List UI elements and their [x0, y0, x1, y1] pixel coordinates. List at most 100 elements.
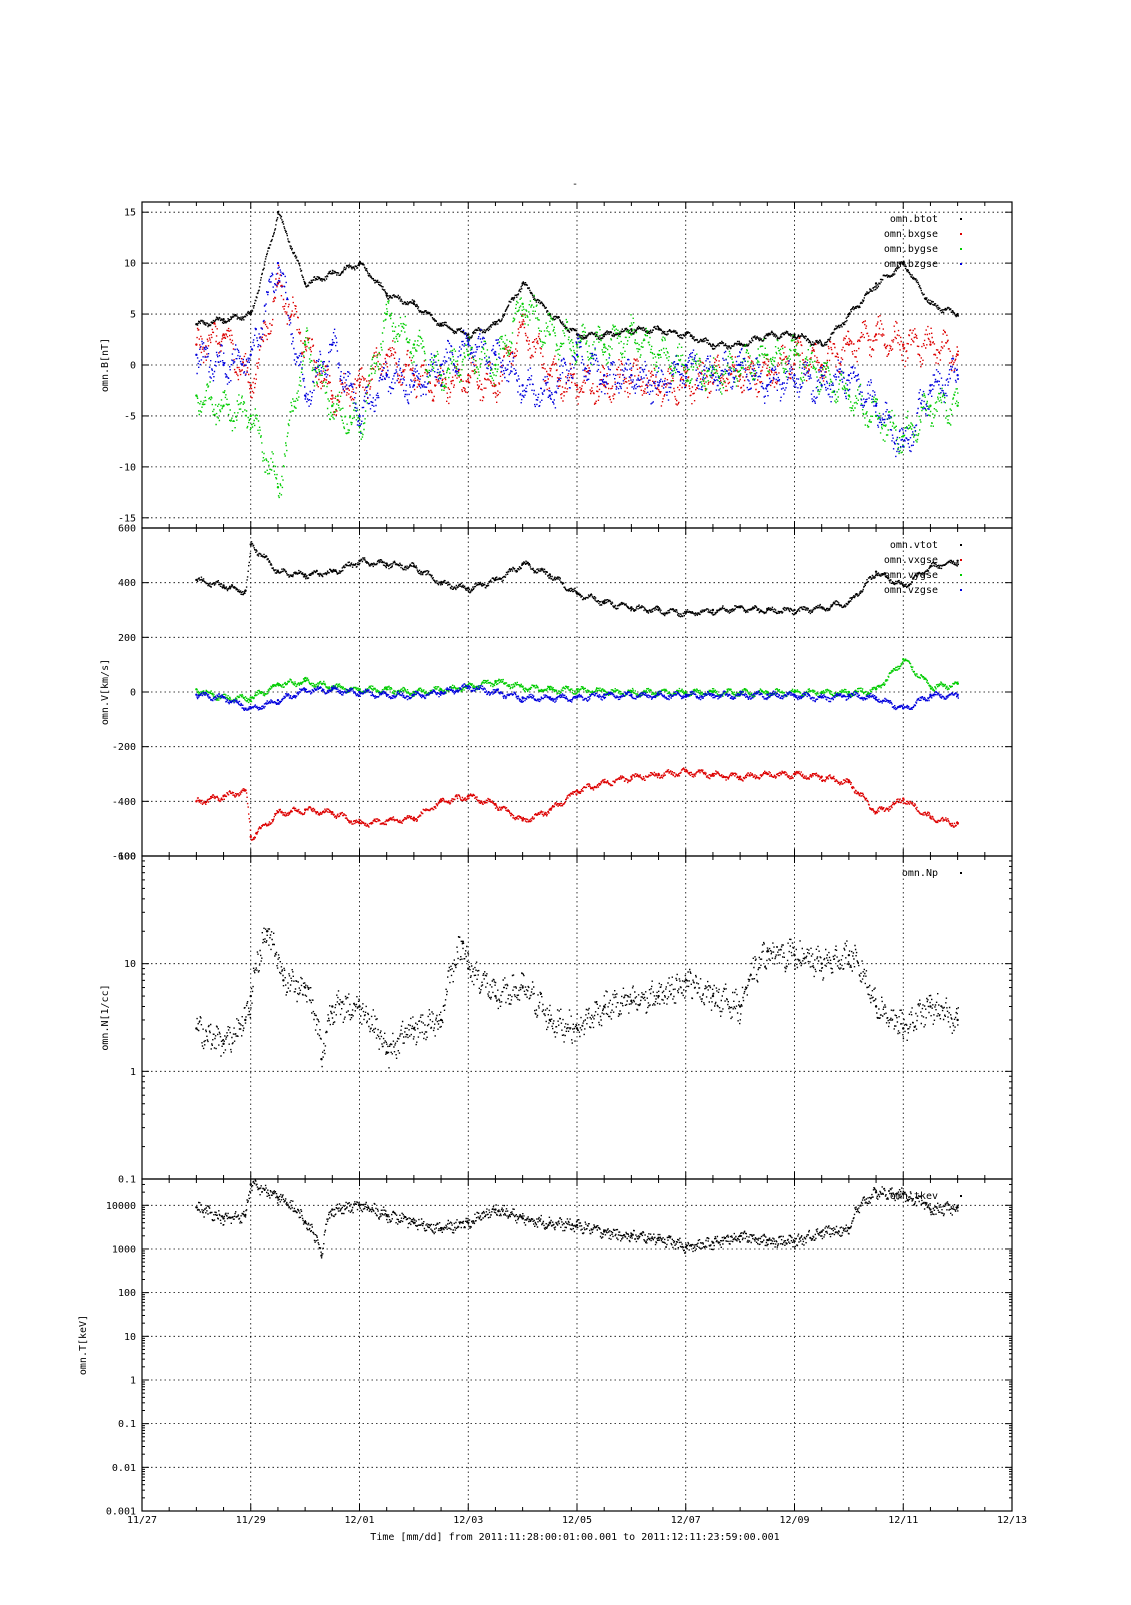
data-point: [602, 373, 606, 377]
data-point: [929, 1005, 932, 1008]
data-point: [276, 210, 280, 214]
y-tick-label: 5: [130, 310, 136, 321]
data-point: [766, 353, 769, 357]
data-point: [385, 292, 388, 295]
data-point: [575, 688, 579, 691]
y-tick-label: 10000: [106, 1201, 136, 1212]
data-point: [249, 414, 252, 418]
data-point: [711, 1241, 715, 1244]
data-point: [711, 690, 715, 694]
data-point: [385, 693, 388, 696]
data-point: [303, 282, 307, 285]
y-tick-label: -10: [118, 462, 136, 473]
data-point: [956, 1206, 959, 1209]
data-point: [847, 600, 851, 603]
data-point: [521, 323, 524, 326]
data-point: [494, 323, 497, 326]
data-point: [929, 302, 932, 306]
data-point: [244, 789, 247, 792]
y-tick-label: 1: [130, 1067, 136, 1078]
legend-entry: omn.vygse: [884, 570, 938, 581]
data-point: [575, 592, 579, 595]
data-point: [956, 1018, 959, 1022]
data-point: [385, 562, 388, 565]
data-point: [929, 1208, 932, 1211]
data-point: [358, 414, 361, 418]
data-point: [548, 1018, 552, 1022]
data-point: [276, 570, 280, 573]
data-point: [874, 1005, 878, 1008]
data-point: [929, 384, 932, 387]
data-point: [195, 693, 198, 696]
data-point: [902, 435, 905, 438]
data-point: [467, 794, 470, 798]
x-tick-label: 12/13: [997, 1515, 1027, 1526]
data-point: [548, 573, 552, 576]
data-point: [711, 608, 715, 612]
data-point: [521, 696, 524, 699]
data-point: [320, 1057, 323, 1061]
data-point: [521, 302, 524, 306]
data-point: [738, 1005, 742, 1008]
data-point: [276, 682, 280, 685]
data-point: [929, 404, 932, 407]
data-point: [467, 373, 470, 377]
legend-marker: [960, 1195, 962, 1197]
panel-3: 0.1 1 10 100 omn.N[1/cc] omn.Np: [100, 852, 1013, 1186]
data-point: [439, 373, 443, 377]
data-point: [684, 1245, 687, 1249]
data-point: [249, 353, 252, 357]
data-point: [385, 312, 388, 316]
data-point: [249, 707, 252, 710]
data-point: [195, 323, 198, 326]
data-point: [630, 373, 633, 377]
data-point: [303, 343, 307, 346]
data-point: [358, 559, 361, 562]
panel-2: -600 -400 -200 0 200 400 600 omn.V[km/s] omn.vto…: [100, 524, 1013, 863]
data-point: [657, 693, 660, 696]
data-point: [494, 353, 497, 357]
data-point: [494, 679, 497, 683]
data-point: [222, 333, 225, 336]
data-point: [222, 584, 225, 587]
data-point: [521, 384, 524, 387]
data-point: [793, 1240, 796, 1243]
data-point: [439, 1018, 443, 1022]
data-point: [874, 404, 878, 407]
x-tick-label: 11/29: [236, 1515, 266, 1526]
figure-title: -: [572, 179, 578, 190]
data-point: [711, 343, 715, 346]
data-point: [548, 688, 552, 691]
legend-entry: omn.btot: [890, 214, 938, 225]
data-point: [956, 682, 959, 685]
data-point: [195, 343, 198, 346]
data-point: [331, 272, 334, 275]
data-point: [902, 261, 905, 265]
data-point: [766, 608, 769, 612]
data-point: [222, 363, 225, 367]
legend-entry: omn.Np: [902, 868, 938, 879]
data-point: [902, 584, 905, 587]
data-point: [303, 808, 307, 811]
data-point: [902, 445, 905, 448]
data-point: [303, 573, 307, 576]
data-point: [738, 363, 742, 367]
y-tick-label: 0.001: [106, 1507, 136, 1518]
data-point: [439, 363, 443, 367]
data-point: [222, 404, 225, 407]
data-point: [412, 384, 416, 387]
data-point: [439, 688, 443, 691]
data-point: [602, 333, 606, 336]
y-tick-label: 10: [124, 259, 136, 270]
data-points: [196, 927, 959, 1069]
data-point: [439, 581, 443, 584]
data-point: [738, 1234, 742, 1238]
legend: omn.vtot omn.vxgse omn.vygse omn.vzgse: [884, 540, 962, 596]
data-points: [196, 767, 959, 841]
data-point: [195, 800, 198, 803]
x-axis: 11/27 11/29 12/01 12/03 12/05 12/07 12/09 12/11…: [127, 1515, 1027, 1526]
data-point: [303, 986, 307, 989]
data-point: [244, 1213, 247, 1217]
y-tick-label: -200: [112, 742, 136, 753]
data-point: [738, 606, 742, 609]
